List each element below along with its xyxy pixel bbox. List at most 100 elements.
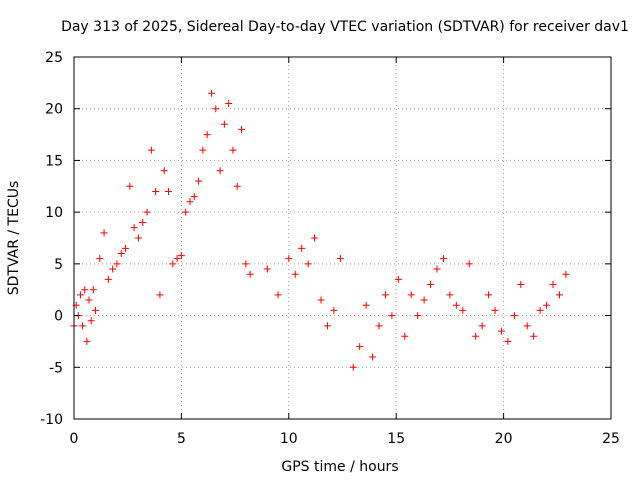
data-point (238, 125, 246, 133)
data-point (530, 332, 538, 340)
data-point (100, 229, 108, 237)
y-tick-label: -10 (40, 412, 63, 428)
data-point (274, 291, 282, 299)
data-point (76, 291, 84, 299)
grid-layer (74, 57, 611, 419)
data-points (70, 89, 570, 371)
data-point (109, 265, 117, 273)
data-point (147, 146, 155, 154)
data-point (229, 146, 237, 154)
data-point (242, 260, 250, 268)
data-point (195, 177, 203, 185)
y-tick-label: 25 (45, 50, 63, 66)
data-point (485, 291, 493, 299)
data-point (139, 218, 147, 226)
y-tick-label: 5 (54, 257, 63, 273)
data-point (433, 265, 441, 273)
data-point (186, 198, 194, 206)
data-point (420, 296, 428, 304)
data-point (375, 322, 383, 330)
data-point (285, 255, 293, 263)
x-tick-label: 0 (70, 431, 79, 447)
data-point (555, 291, 563, 299)
data-point (87, 317, 95, 325)
data-point (143, 208, 151, 216)
data-point (104, 275, 112, 283)
data-point (83, 337, 91, 345)
y-tick-label: -5 (49, 360, 63, 376)
data-point (517, 281, 525, 289)
data-point (91, 306, 99, 314)
y-tick-label: 10 (45, 205, 63, 221)
plot-frame (73, 56, 612, 420)
data-point (207, 89, 215, 97)
data-point (199, 146, 207, 154)
data-point (152, 187, 160, 195)
data-point (362, 301, 370, 309)
data-point (169, 260, 177, 268)
data-point (225, 100, 233, 108)
data-point (510, 312, 518, 320)
data-point (472, 332, 480, 340)
data-point (81, 286, 89, 294)
data-point (79, 322, 87, 330)
data-point (523, 322, 531, 330)
y-tick-label: 0 (54, 309, 63, 325)
data-point (356, 343, 364, 351)
data-point (478, 322, 486, 330)
data-point (203, 131, 211, 139)
x-tick-label: 10 (280, 431, 298, 447)
data-point (427, 281, 435, 289)
data-point (160, 167, 168, 175)
data-point (388, 312, 396, 320)
y-tick-label: 15 (45, 153, 63, 169)
data-point (497, 327, 505, 335)
data-point (549, 281, 557, 289)
data-point (122, 244, 130, 252)
data-point (220, 120, 228, 128)
data-point (246, 270, 254, 278)
x-axis-label: GPS time / hours (281, 459, 398, 475)
data-point (330, 306, 338, 314)
data-point (317, 296, 325, 304)
data-point (173, 255, 181, 263)
y-tick-labels: -10 -5 0 5 10 15 20 25 (40, 50, 63, 428)
data-point (401, 332, 409, 340)
data-point (311, 234, 319, 242)
data-point (459, 306, 467, 314)
data-point (156, 291, 164, 299)
data-point (89, 286, 97, 294)
data-point (165, 187, 173, 195)
data-point (85, 296, 93, 304)
data-point (394, 275, 402, 283)
y-tick-label: 20 (45, 102, 63, 118)
data-point (212, 105, 220, 113)
data-point (177, 252, 185, 260)
data-point (536, 306, 544, 314)
data-point (126, 182, 134, 190)
data-point (134, 234, 142, 242)
data-point (543, 301, 551, 309)
data-point (407, 291, 415, 299)
data-point (369, 353, 377, 361)
data-point (117, 250, 125, 258)
data-point (190, 193, 198, 201)
x-tick-labels: 0 5 10 15 20 25 (70, 431, 620, 447)
data-point (323, 322, 331, 330)
data-point (504, 337, 512, 345)
data-point (414, 312, 422, 320)
data-point (491, 306, 499, 314)
data-point (465, 260, 473, 268)
data-point (96, 255, 104, 263)
data-point (336, 255, 344, 263)
data-point (452, 301, 460, 309)
data-point (182, 208, 190, 216)
data-point (263, 265, 271, 273)
data-point (446, 291, 454, 299)
data-point (130, 224, 138, 232)
x-tick-label: 20 (495, 431, 513, 447)
data-point (304, 260, 312, 268)
chart-title: Day 313 of 2025, Sidereal Day-to-day VTE… (61, 19, 629, 35)
